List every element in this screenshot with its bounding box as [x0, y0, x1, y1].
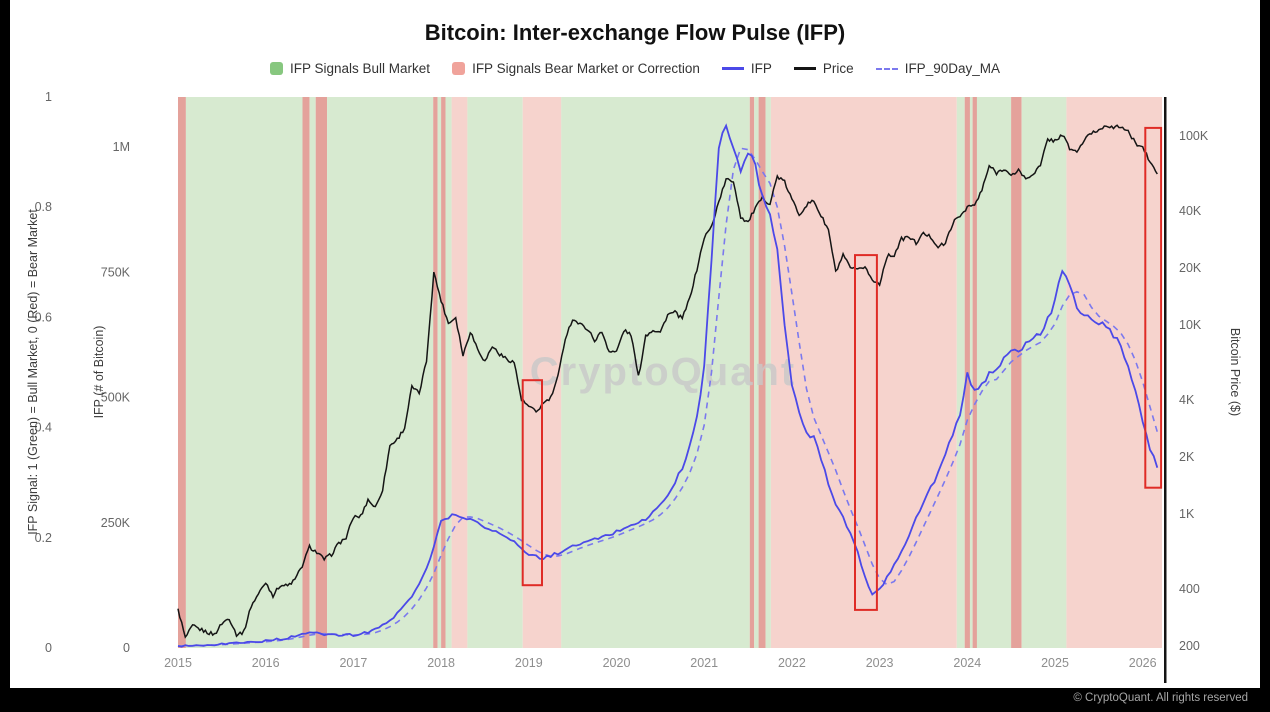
- legend-label: IFP: [750, 61, 772, 76]
- x-tick-label: 2015: [164, 656, 192, 670]
- signal-tick-label: 0.4: [35, 421, 52, 435]
- signal-bands: [178, 97, 1162, 648]
- price-tick-label: 10K: [1179, 318, 1202, 332]
- price-tick-label: 100K: [1179, 129, 1209, 143]
- ifp-ma-line-swatch: [875, 67, 898, 70]
- ifp-line-swatch: [721, 67, 744, 70]
- x-tick-label: 2025: [1041, 656, 1069, 670]
- legend-label: IFP Signals Bear Market or Correction: [472, 61, 700, 76]
- ifp-tick-label: 500K: [101, 391, 131, 405]
- left-outer-axis-title: IFP Signal: 1 (Green) = Bull Market, 0 (…: [26, 209, 40, 535]
- right-axis-spine: [1164, 97, 1167, 683]
- chart-title: Bitcoin: Inter-exchange Flow Pulse (IFP): [424, 20, 846, 45]
- copyright-text: © CryptoQuant. All rights reserved: [1073, 692, 1248, 704]
- x-tick-label: 2018: [427, 656, 455, 670]
- price-tick-label: 1K: [1179, 507, 1195, 521]
- legend-label: IFP_90Day_MA: [904, 61, 1000, 76]
- signal-tick-label: 0.8: [35, 200, 52, 214]
- highlight-annotation: [854, 254, 878, 611]
- series-ifp: [177, 123, 1159, 648]
- bear-market-swatch: [452, 62, 466, 75]
- price-line-swatch: [793, 67, 816, 70]
- x-tick-label: 2024: [953, 656, 981, 670]
- signal-tick-label: 0.2: [35, 531, 52, 545]
- price-tick-label: 400: [1179, 582, 1200, 596]
- price-tick-label: 4K: [1179, 393, 1195, 407]
- legend-item-ifp-90day-ma[interactable]: IFP_90Day_MA: [875, 61, 1000, 76]
- series-ifp-90day-ma: [177, 147, 1159, 647]
- left-inner-axis-title: IFP (# of Bitcoin): [92, 325, 106, 419]
- x-tick-label: 2020: [603, 656, 631, 670]
- signal-tick-label: 0: [45, 641, 52, 655]
- legend-label: IFP Signals Bull Market: [290, 61, 431, 76]
- highlight-annotation: [1144, 126, 1163, 489]
- price-tick-label: 20K: [1179, 261, 1202, 275]
- x-tick-label: 2016: [252, 656, 280, 670]
- legend-label: Price: [822, 61, 854, 76]
- x-tick-label: 2026: [1129, 656, 1157, 670]
- price-tick-label: 2K: [1179, 450, 1195, 464]
- watermark: CryptoQuant: [530, 350, 796, 394]
- x-tick-label: 2017: [339, 656, 367, 670]
- legend-item-bear-market[interactable]: IFP Signals Bear Market or Correction: [452, 61, 700, 76]
- right-axis-title: Bitcoin Price ($): [1228, 327, 1242, 417]
- series-price: [177, 124, 1158, 639]
- price-tick-label: 40K: [1179, 204, 1202, 218]
- x-tick-label: 2023: [866, 656, 894, 670]
- x-tick-label: 2022: [778, 656, 806, 670]
- x-tick-label: 2019: [515, 656, 543, 670]
- legend: IFP Signals Bull Market IFP Signals Bear…: [0, 61, 1270, 76]
- x-tick-label: 2021: [690, 656, 718, 670]
- legend-item-ifp[interactable]: IFP: [721, 61, 772, 76]
- bull-market-swatch: [270, 62, 283, 75]
- signal-tick-label: 1: [45, 90, 52, 104]
- ifp-tick-label: 1M: [113, 140, 130, 154]
- legend-item-price[interactable]: Price: [793, 61, 854, 76]
- ifp-tick-label: 250K: [101, 516, 131, 530]
- legend-item-bull-market[interactable]: IFP Signals Bull Market: [270, 61, 430, 76]
- price-tick-label: 200: [1179, 639, 1200, 653]
- ifp-tick-label: 0: [123, 641, 130, 655]
- highlight-annotation: [521, 379, 544, 587]
- signal-tick-label: 0.6: [35, 310, 52, 324]
- ifp-tick-label: 750K: [101, 265, 131, 279]
